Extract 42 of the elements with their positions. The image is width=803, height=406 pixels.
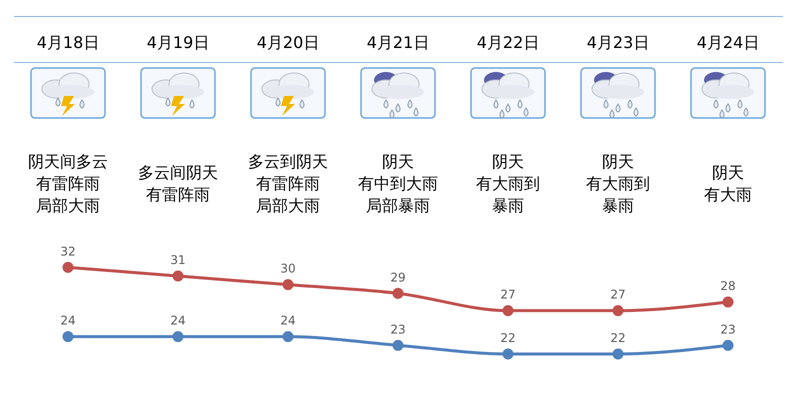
data-label: 22 (610, 331, 626, 345)
point (502, 305, 514, 316)
data-label: 24 (170, 314, 186, 328)
point (172, 331, 184, 342)
data-label: 29 (390, 270, 406, 284)
point (392, 288, 404, 299)
x-tick-label: 4月21日 (366, 33, 430, 52)
text: 阴天间多云有雷阵雨局部大雨 (28, 152, 108, 215)
point (722, 296, 734, 308)
point (62, 262, 74, 273)
data-label: 22 (500, 331, 516, 345)
data-label: 30 (280, 262, 296, 276)
x-tick-label: 4月22日 (476, 33, 540, 52)
data-label: 24 (280, 314, 296, 328)
data-label: 31 (170, 253, 186, 267)
text: 阴天有大雨 (704, 163, 752, 204)
data-label: 27 (610, 288, 626, 302)
point (722, 340, 734, 351)
text: 多云到阴天有雷阵雨局部大雨 (248, 152, 328, 215)
x-tick-label: 4月18日 (36, 33, 100, 52)
data-label: 24 (60, 314, 76, 328)
x-tick-label: 4月24日 (696, 33, 760, 52)
point (612, 305, 624, 316)
point (282, 331, 294, 342)
point (502, 348, 514, 360)
text: 阴天有大雨到暴雨 (476, 152, 540, 215)
data-label: 27 (500, 288, 516, 302)
data-label: 23 (720, 322, 736, 336)
point (612, 348, 624, 360)
x-tick-label: 4月20日 (256, 33, 320, 52)
x-tick-label: 4月19日 (146, 33, 210, 52)
text: 阴天有中到大雨局部暴雨 (358, 152, 438, 215)
point (62, 331, 74, 342)
point (282, 279, 294, 290)
point (392, 340, 404, 351)
point (172, 270, 184, 282)
data-label: 23 (390, 322, 406, 336)
text: 多云间阴天有雷阵雨 (138, 163, 218, 204)
data-label: 32 (60, 244, 76, 258)
data-label: 28 (720, 279, 736, 293)
text: 阴天有大雨到暴雨 (586, 152, 650, 215)
x-tick-label: 4月23日 (586, 33, 650, 52)
